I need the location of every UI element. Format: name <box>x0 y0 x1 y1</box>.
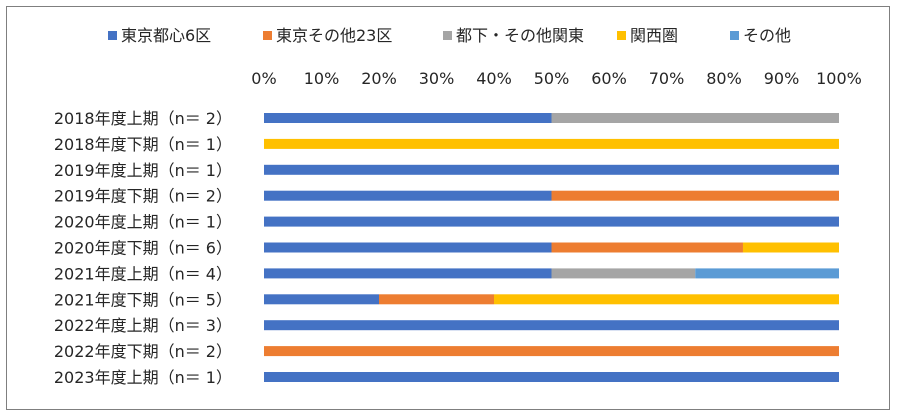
bar-segment <box>264 320 839 331</box>
category-label: 2018年度上期（n＝ 2） <box>54 109 232 128</box>
x-tick-label: 10% <box>304 69 340 88</box>
legend-swatch <box>443 31 452 40</box>
legend-swatch <box>263 31 272 40</box>
x-tick-label: 0% <box>251 69 276 88</box>
legend-label: 東京その他23区 <box>276 26 392 45</box>
legend-swatch <box>730 31 739 40</box>
x-tick-label: 60% <box>591 69 627 88</box>
x-tick-label: 20% <box>361 69 397 88</box>
category-label: 2023年度上期（n＝ 1） <box>54 368 232 387</box>
bar-segment <box>264 138 839 149</box>
bar-segment <box>742 242 839 253</box>
legend: 東京都心6区 東京その他23区 都下・その他関東 関西圏 その他 <box>108 26 791 45</box>
bar-segment <box>494 294 839 305</box>
bar-segment <box>264 190 552 201</box>
x-tick-label: 80% <box>706 69 742 88</box>
bar-segment <box>379 294 494 305</box>
bar-segment <box>695 268 839 279</box>
bars <box>264 113 839 382</box>
x-axis-ticks: 0% 10% 20% 30% 40% 50% 60% 70% 80% 90% 100% <box>251 69 862 88</box>
bar-segment <box>264 216 839 227</box>
x-tick-label: 40% <box>476 69 512 88</box>
bar-segment <box>551 190 839 201</box>
legend-label: 関西圏 <box>630 26 678 45</box>
bar-segment <box>551 268 696 279</box>
x-tick-label: 100% <box>816 69 862 88</box>
category-label: 2019年度下期（n＝ 2） <box>54 187 232 206</box>
legend-swatch <box>617 31 626 40</box>
bar-segment <box>264 346 839 357</box>
legend-label: 東京都心6区 <box>121 26 211 45</box>
legend-swatch <box>108 31 117 40</box>
chart-frame <box>6 6 890 410</box>
category-label: 2021年度上期（n＝ 4） <box>54 264 232 283</box>
category-label: 2022年度下期（n＝ 2） <box>54 342 232 361</box>
bar-segment <box>264 164 839 175</box>
x-tick-label: 70% <box>649 69 685 88</box>
category-label: 2021年度下期（n＝ 5） <box>54 290 232 309</box>
category-label: 2018年度下期（n＝ 1） <box>54 135 232 154</box>
bar-segment <box>264 242 552 253</box>
bar-segment <box>264 372 839 382</box>
category-label: 2020年度下期（n＝ 6） <box>54 239 232 258</box>
category-label: 2022年度上期（n＝ 3） <box>54 316 232 335</box>
category-label: 2020年度上期（n＝ 1） <box>54 213 232 232</box>
bar-segment <box>264 294 379 305</box>
bar-segment <box>551 242 743 253</box>
x-tick-label: 90% <box>764 69 800 88</box>
x-tick-label: 30% <box>419 69 455 88</box>
bar-segment <box>264 268 552 279</box>
legend-label: その他 <box>743 26 791 45</box>
legend-label: 都下・その他関東 <box>456 26 584 45</box>
bar-segment <box>264 113 552 123</box>
category-label: 2019年度上期（n＝ 1） <box>54 161 232 180</box>
x-tick-label: 50% <box>534 69 570 88</box>
category-labels: 2018年度上期（n＝ 2） 2018年度下期（n＝ 1） 2019年度上期（n＝ … <box>54 109 232 387</box>
bar-segment <box>551 113 839 123</box>
